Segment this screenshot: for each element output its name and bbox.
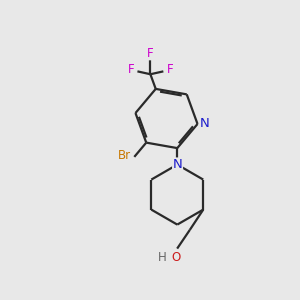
Text: N: N	[173, 158, 182, 171]
Text: F: F	[167, 63, 173, 76]
Text: F: F	[147, 47, 154, 60]
Text: F: F	[128, 63, 134, 76]
Text: N: N	[200, 118, 210, 130]
Text: O: O	[171, 250, 180, 263]
Text: Br: Br	[118, 149, 131, 162]
Text: H: H	[158, 251, 167, 264]
